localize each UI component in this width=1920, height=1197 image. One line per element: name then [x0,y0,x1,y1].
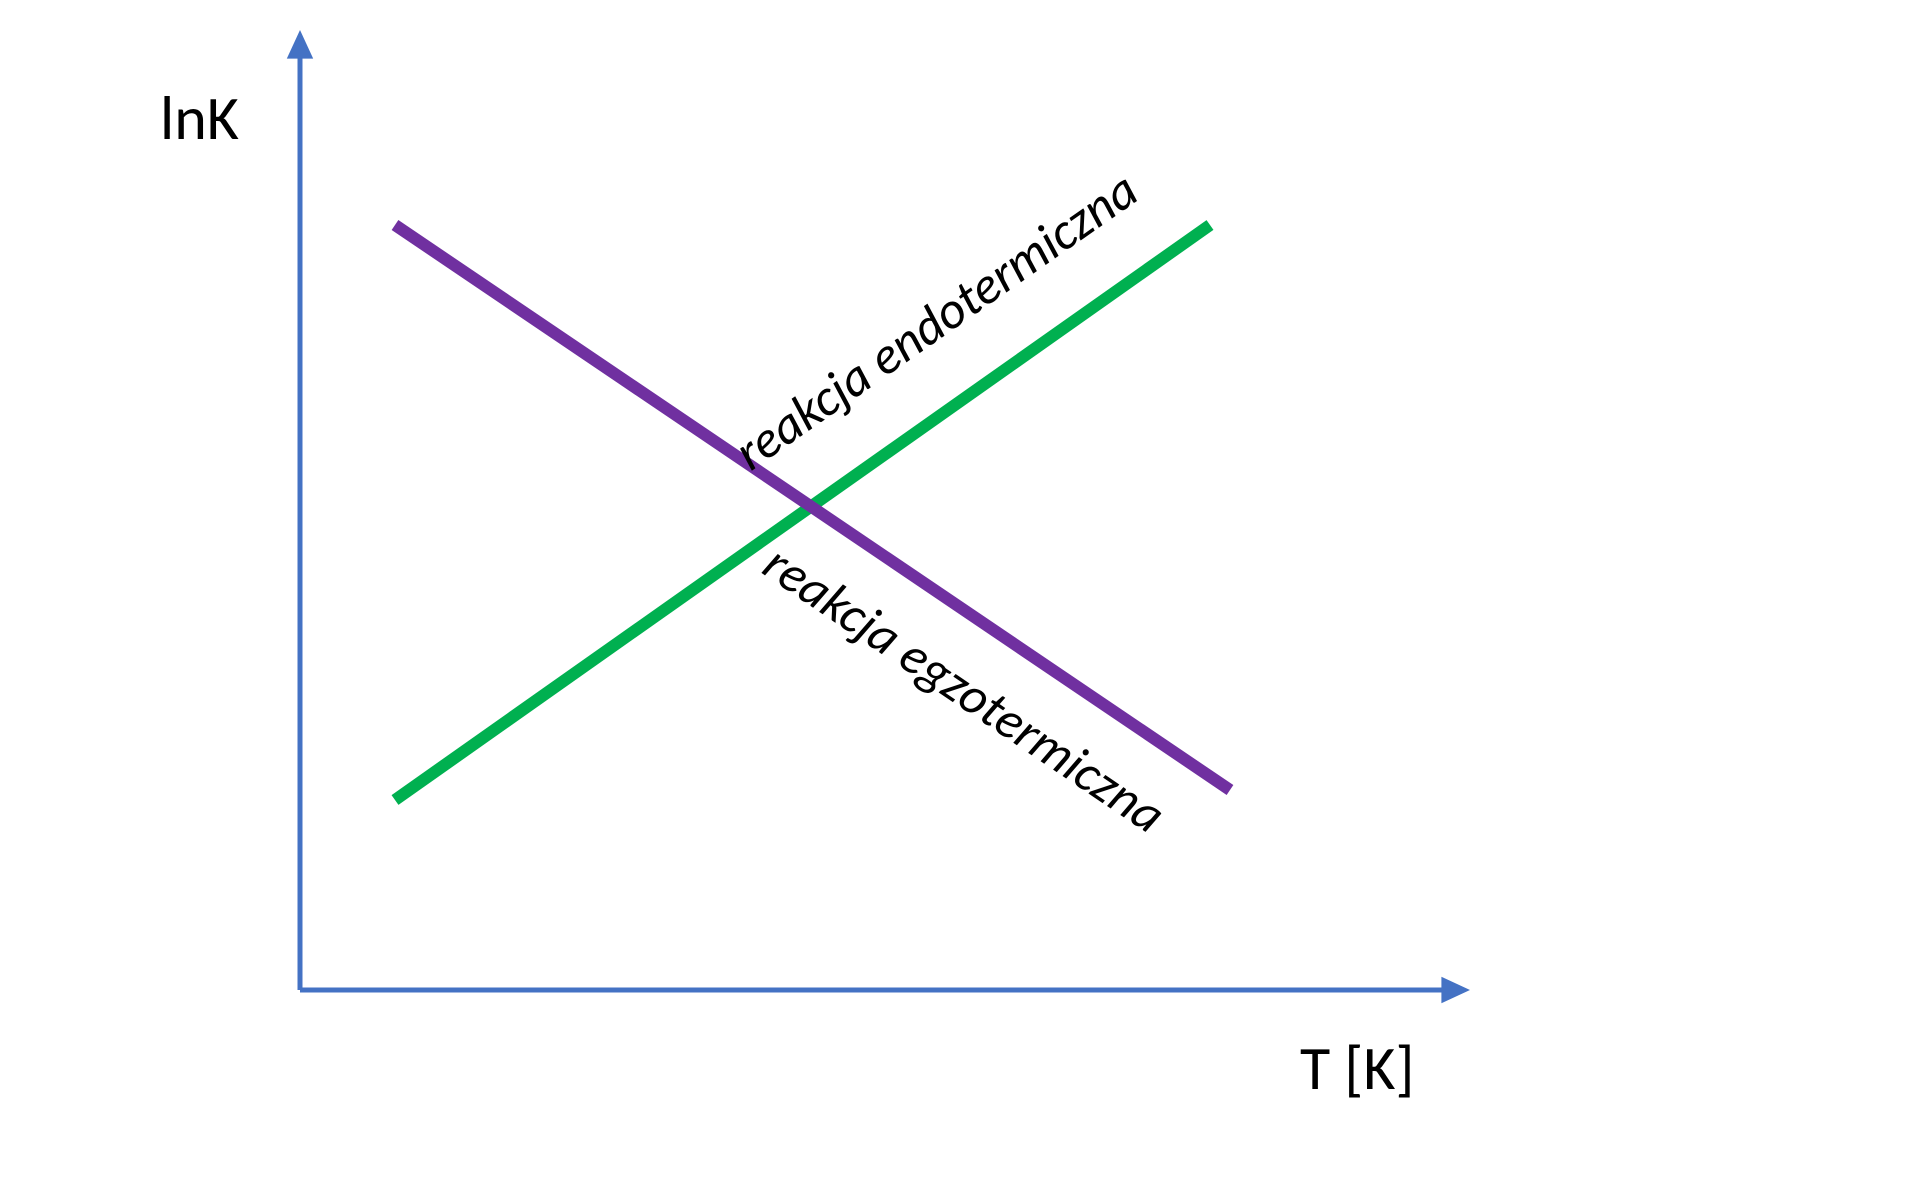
y-axis-arrow-icon [287,30,313,59]
x-axis-arrow-icon [1441,977,1470,1003]
chart-svg [0,0,1920,1197]
lnK-vs-T-chart: lnK T [K] reakcja endotermiczna reakcja … [0,0,1920,1197]
x-axis-label: T [K] [1300,1030,1414,1106]
y-axis-label: lnK [160,80,239,156]
